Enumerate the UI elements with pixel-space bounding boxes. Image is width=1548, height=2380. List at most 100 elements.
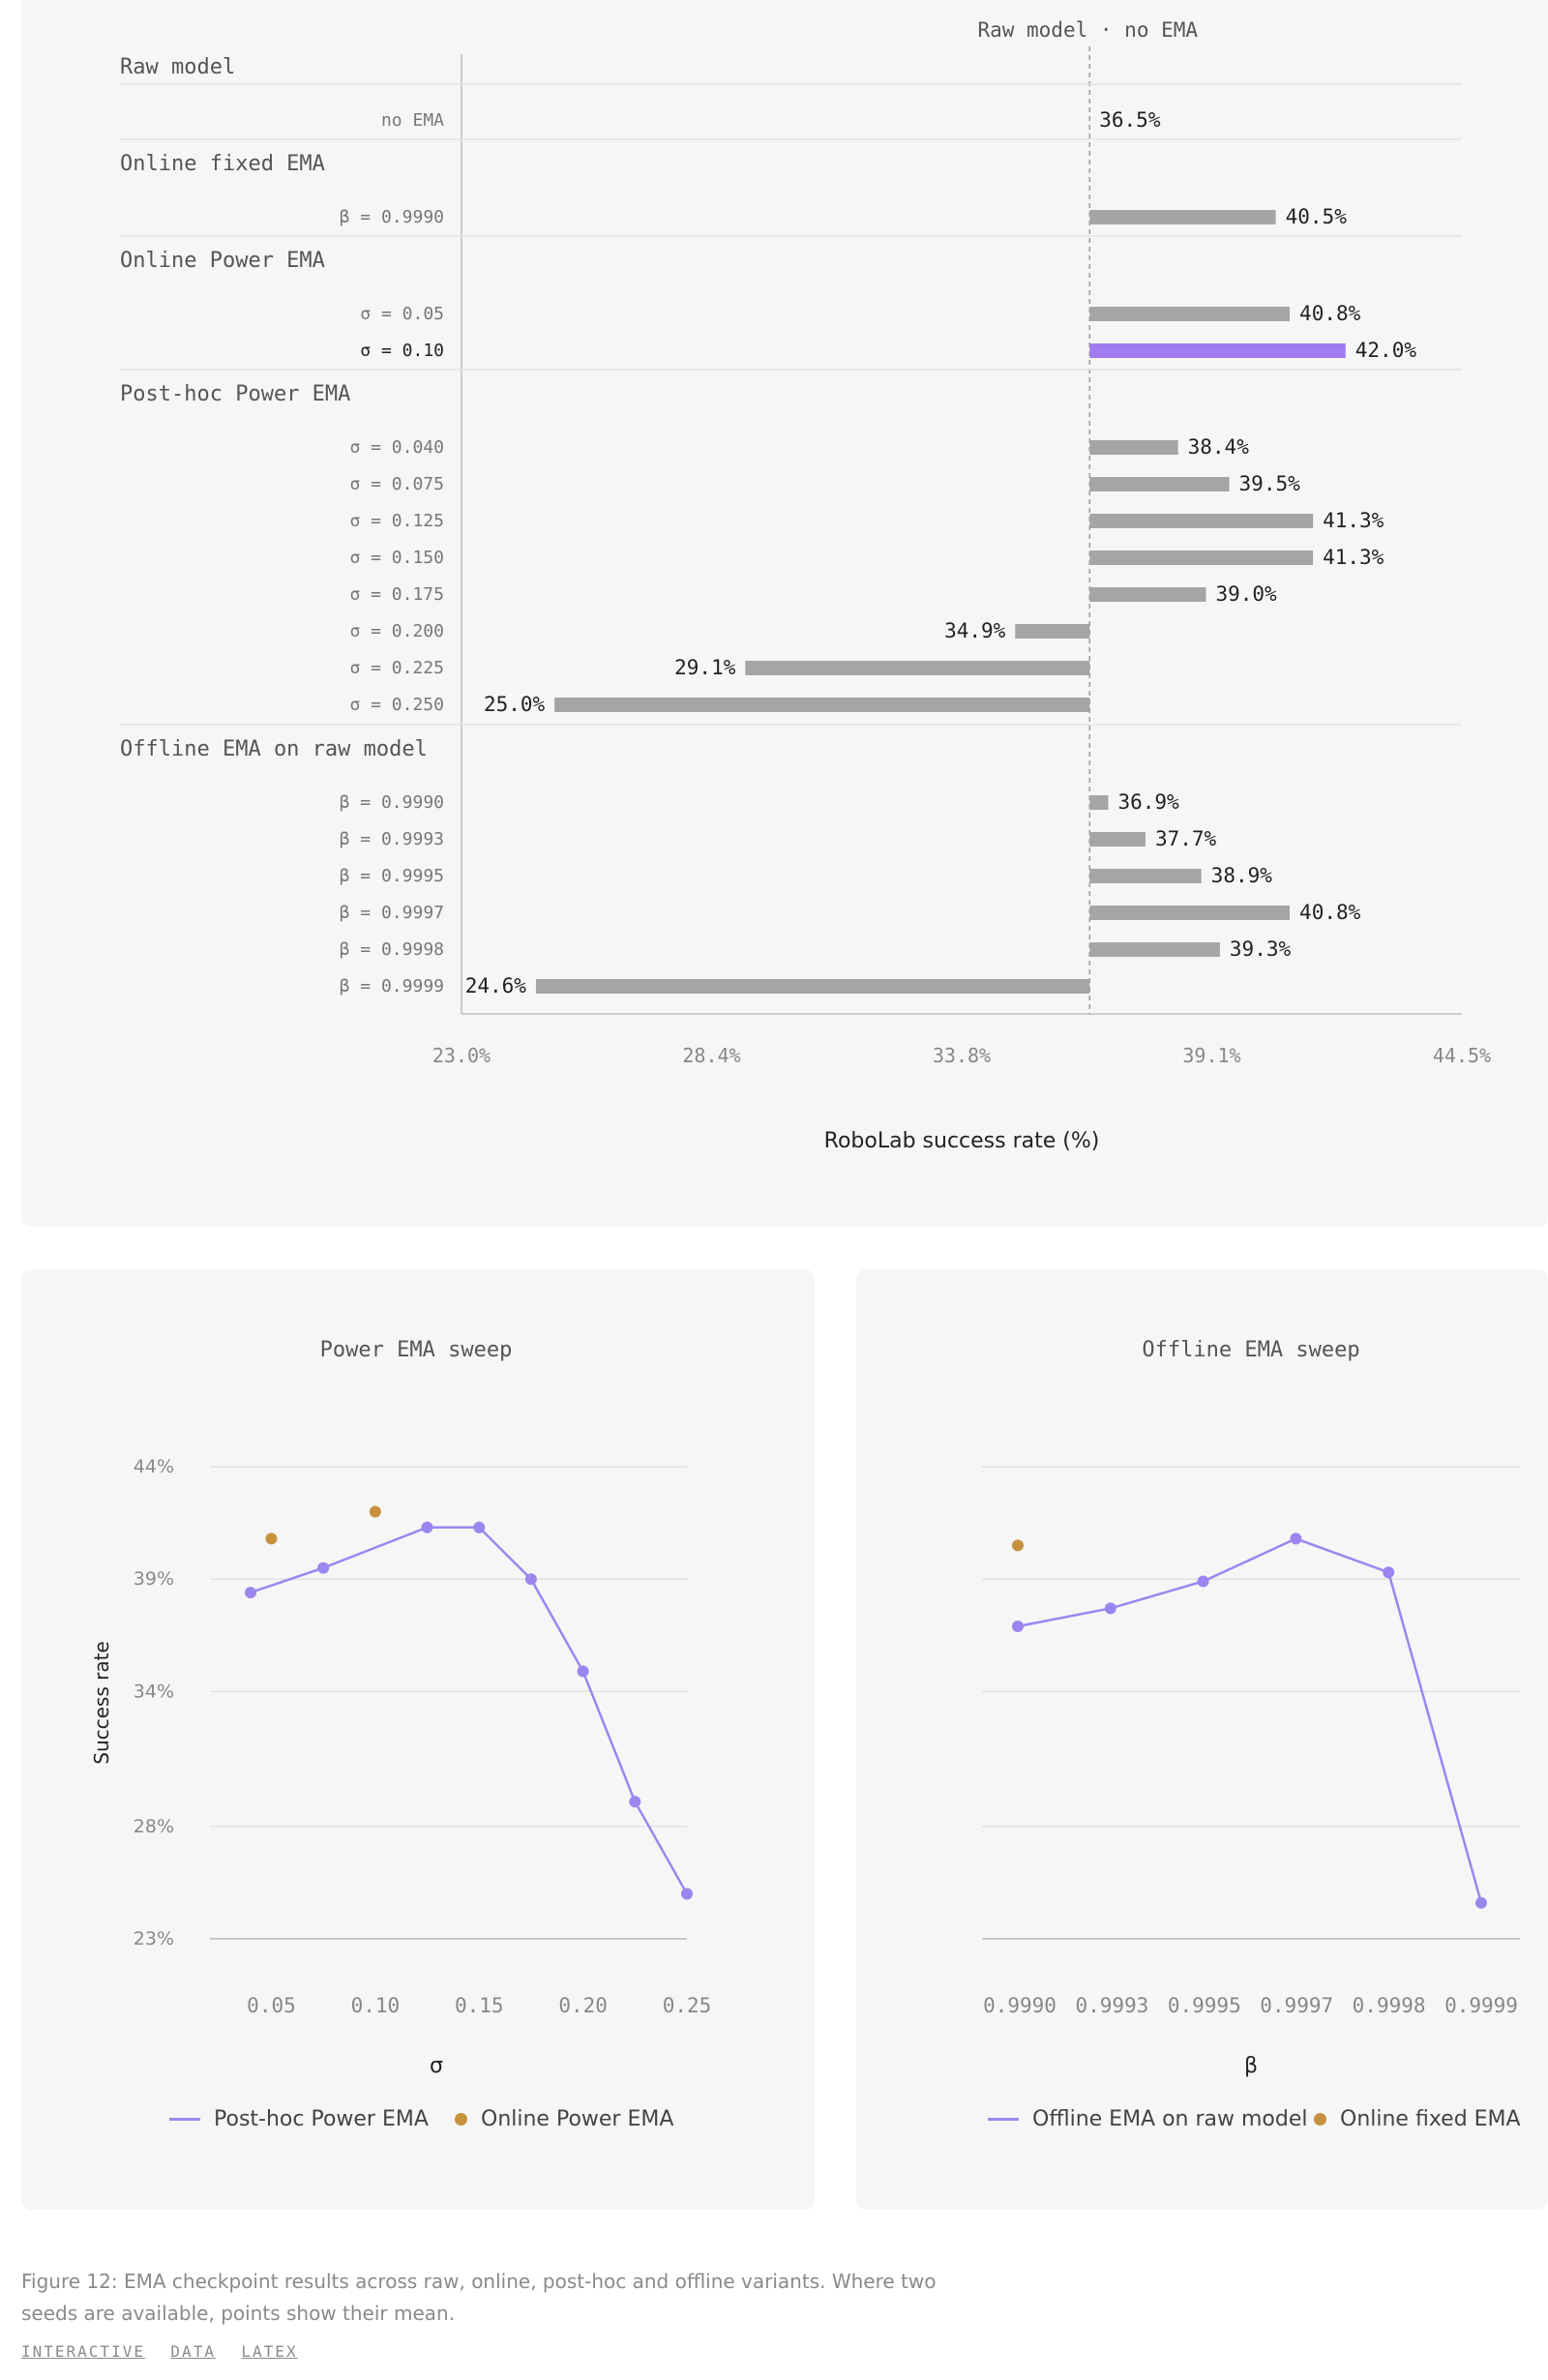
group-header: Online fixed EMA [120, 152, 325, 176]
group-header: Offline EMA on raw model [120, 737, 428, 761]
bar-value-label: 24.6% [465, 974, 527, 997]
row-label: σ = 0.175 [349, 584, 444, 605]
latex-link[interactable]: LATEX [241, 2342, 298, 2361]
bar [1089, 550, 1314, 565]
scatter-point [1012, 1539, 1024, 1552]
main-chart-panel: Raw model · no EMA Raw model no EMA 36.5% On… [21, 0, 1548, 1227]
row-label: σ = 0.200 [349, 621, 444, 641]
line-point [1197, 1575, 1209, 1588]
legend-item-online-power: Online Power EMA [455, 2107, 673, 2131]
bar-value-label: 40.8% [1299, 901, 1361, 924]
row-label: σ = 0.125 [349, 511, 444, 531]
figure-links: INTERACTIVE DATA LATEX [21, 2342, 319, 2362]
line-point [681, 1888, 693, 1900]
x-axis-label: β [1244, 2054, 1258, 2078]
x-tick-label: 0.9990 [983, 1994, 1057, 2017]
bar [1089, 477, 1230, 491]
row-label: σ = 0.10 [360, 341, 444, 361]
line-point [1383, 1566, 1395, 1579]
y-tick-label: 34% [134, 1681, 174, 1702]
bar-value-label: 34.9% [944, 619, 1006, 642]
row-label: β = 0.9990 [340, 207, 444, 227]
legend-item-offline: Offline EMA on raw model [988, 2107, 1308, 2131]
bar [1089, 869, 1202, 883]
bar [535, 979, 1090, 994]
x-tick-label: 0.15 [455, 1994, 504, 2017]
bar [1089, 440, 1178, 455]
x-axis-label: σ [430, 2054, 443, 2078]
bar-value-label: 39.5% [1239, 472, 1301, 495]
bar-value-label: 25.0% [484, 693, 546, 716]
bar-value-label: 29.1% [674, 656, 736, 679]
row-label: β = 0.9993 [340, 829, 444, 849]
data-link[interactable]: DATA [170, 2342, 216, 2361]
legend-dot-swatch [1314, 2113, 1326, 2126]
line-point [1290, 1532, 1302, 1545]
bar-value-label: 41.3% [1323, 509, 1384, 532]
line-point [421, 1521, 433, 1533]
row-label: σ = 0.075 [349, 474, 444, 494]
group-header: Online Power EMA [120, 249, 325, 273]
line-point [524, 1573, 537, 1586]
x-tick-label: 0.20 [558, 1994, 608, 2017]
x-tick-label: 44.5% [1433, 1044, 1491, 1067]
bar-highlight [1089, 343, 1346, 358]
power-ema-panel: Power EMA sweep 44% 39% 34% 28% 23% Success ra… [21, 1269, 815, 2210]
bar [1089, 832, 1146, 847]
row-label: σ = 0.150 [349, 548, 444, 568]
scatter-point [369, 1505, 381, 1518]
line-point [1475, 1896, 1487, 1909]
bar-value-label: 37.7% [1155, 827, 1217, 850]
interactive-link[interactable]: INTERACTIVE [21, 2342, 145, 2361]
bar-value-label: 40.8% [1299, 302, 1361, 325]
bar [1089, 210, 1276, 224]
bar [1089, 795, 1109, 810]
bar [1015, 624, 1090, 639]
x-tick-label: 28.4% [682, 1044, 740, 1067]
bar-value-label: 39.3% [1230, 937, 1292, 961]
series-line [1017, 1537, 1483, 1904]
bar [1089, 514, 1314, 528]
x-tick-label: 0.10 [351, 1994, 401, 2017]
x-tick-label: 23.0% [432, 1044, 491, 1067]
x-tick-label: 0.05 [247, 1994, 296, 2017]
x-tick-label: 0.9993 [1075, 1994, 1148, 2017]
row-label: σ = 0.250 [349, 695, 444, 715]
legend-label: Offline EMA on raw model [1032, 2107, 1308, 2131]
row-label: β = 0.9998 [340, 939, 444, 960]
bar [745, 661, 1090, 675]
y-tick-label: 44% [134, 1456, 174, 1477]
offline-ema-chart: Offline EMA sweep 0.9990 0.9993 0.9995 0.999… [982, 1338, 1520, 2078]
x-tick-label: 33.8% [933, 1044, 991, 1067]
bar [1089, 906, 1291, 920]
legend-label: Online Power EMA [481, 2107, 674, 2131]
x-tick-label: 0.25 [663, 1994, 712, 2017]
y-axis-label: Success rate [90, 1641, 113, 1765]
row-label: β = 0.9990 [340, 792, 444, 813]
row-label: σ = 0.040 [349, 437, 444, 458]
row-label: σ = 0.225 [349, 658, 444, 678]
bar-chart: Raw model · no EMA Raw model no EMA 36.5% On… [120, 18, 1491, 1153]
chart-title: Power EMA sweep [320, 1338, 513, 1362]
chart-title: Offline EMA sweep [1142, 1338, 1359, 1362]
series-line [250, 1526, 689, 1895]
bar-value-label: 36.9% [1117, 790, 1179, 814]
offline-ema-panel: Offline EMA sweep 0.9990 0.9993 0.9995 0.999… [856, 1269, 1548, 2210]
y-tick-label: 39% [134, 1568, 174, 1590]
legend-line-swatch [169, 2118, 200, 2121]
bar [1089, 307, 1291, 321]
group-header: Post-hoc Power EMA [120, 382, 350, 406]
bar-value-label: 38.4% [1188, 435, 1250, 459]
bar-value-label: 39.0% [1215, 582, 1277, 606]
legend-item-online-fixed: Online fixed EMA [1314, 2107, 1521, 2131]
x-tick-label: 0.9998 [1353, 1994, 1426, 2017]
scatter-point [265, 1532, 278, 1545]
legend-label: Post-hoc Power EMA [214, 2107, 429, 2131]
x-tick-label: 0.9997 [1260, 1994, 1333, 2017]
figure-caption: Figure 12: EMA checkpoint results across… [21, 2270, 937, 2325]
baseline-reference-label: Raw model · no EMA [977, 18, 1198, 42]
row-label: σ = 0.05 [360, 304, 444, 324]
legend-item-post-hoc: Post-hoc Power EMA [169, 2107, 429, 2131]
power-ema-chart: Power EMA sweep 44% 39% 34% 28% 23% Success ra… [90, 1338, 712, 2078]
bar-value-label: 42.0% [1355, 339, 1417, 362]
